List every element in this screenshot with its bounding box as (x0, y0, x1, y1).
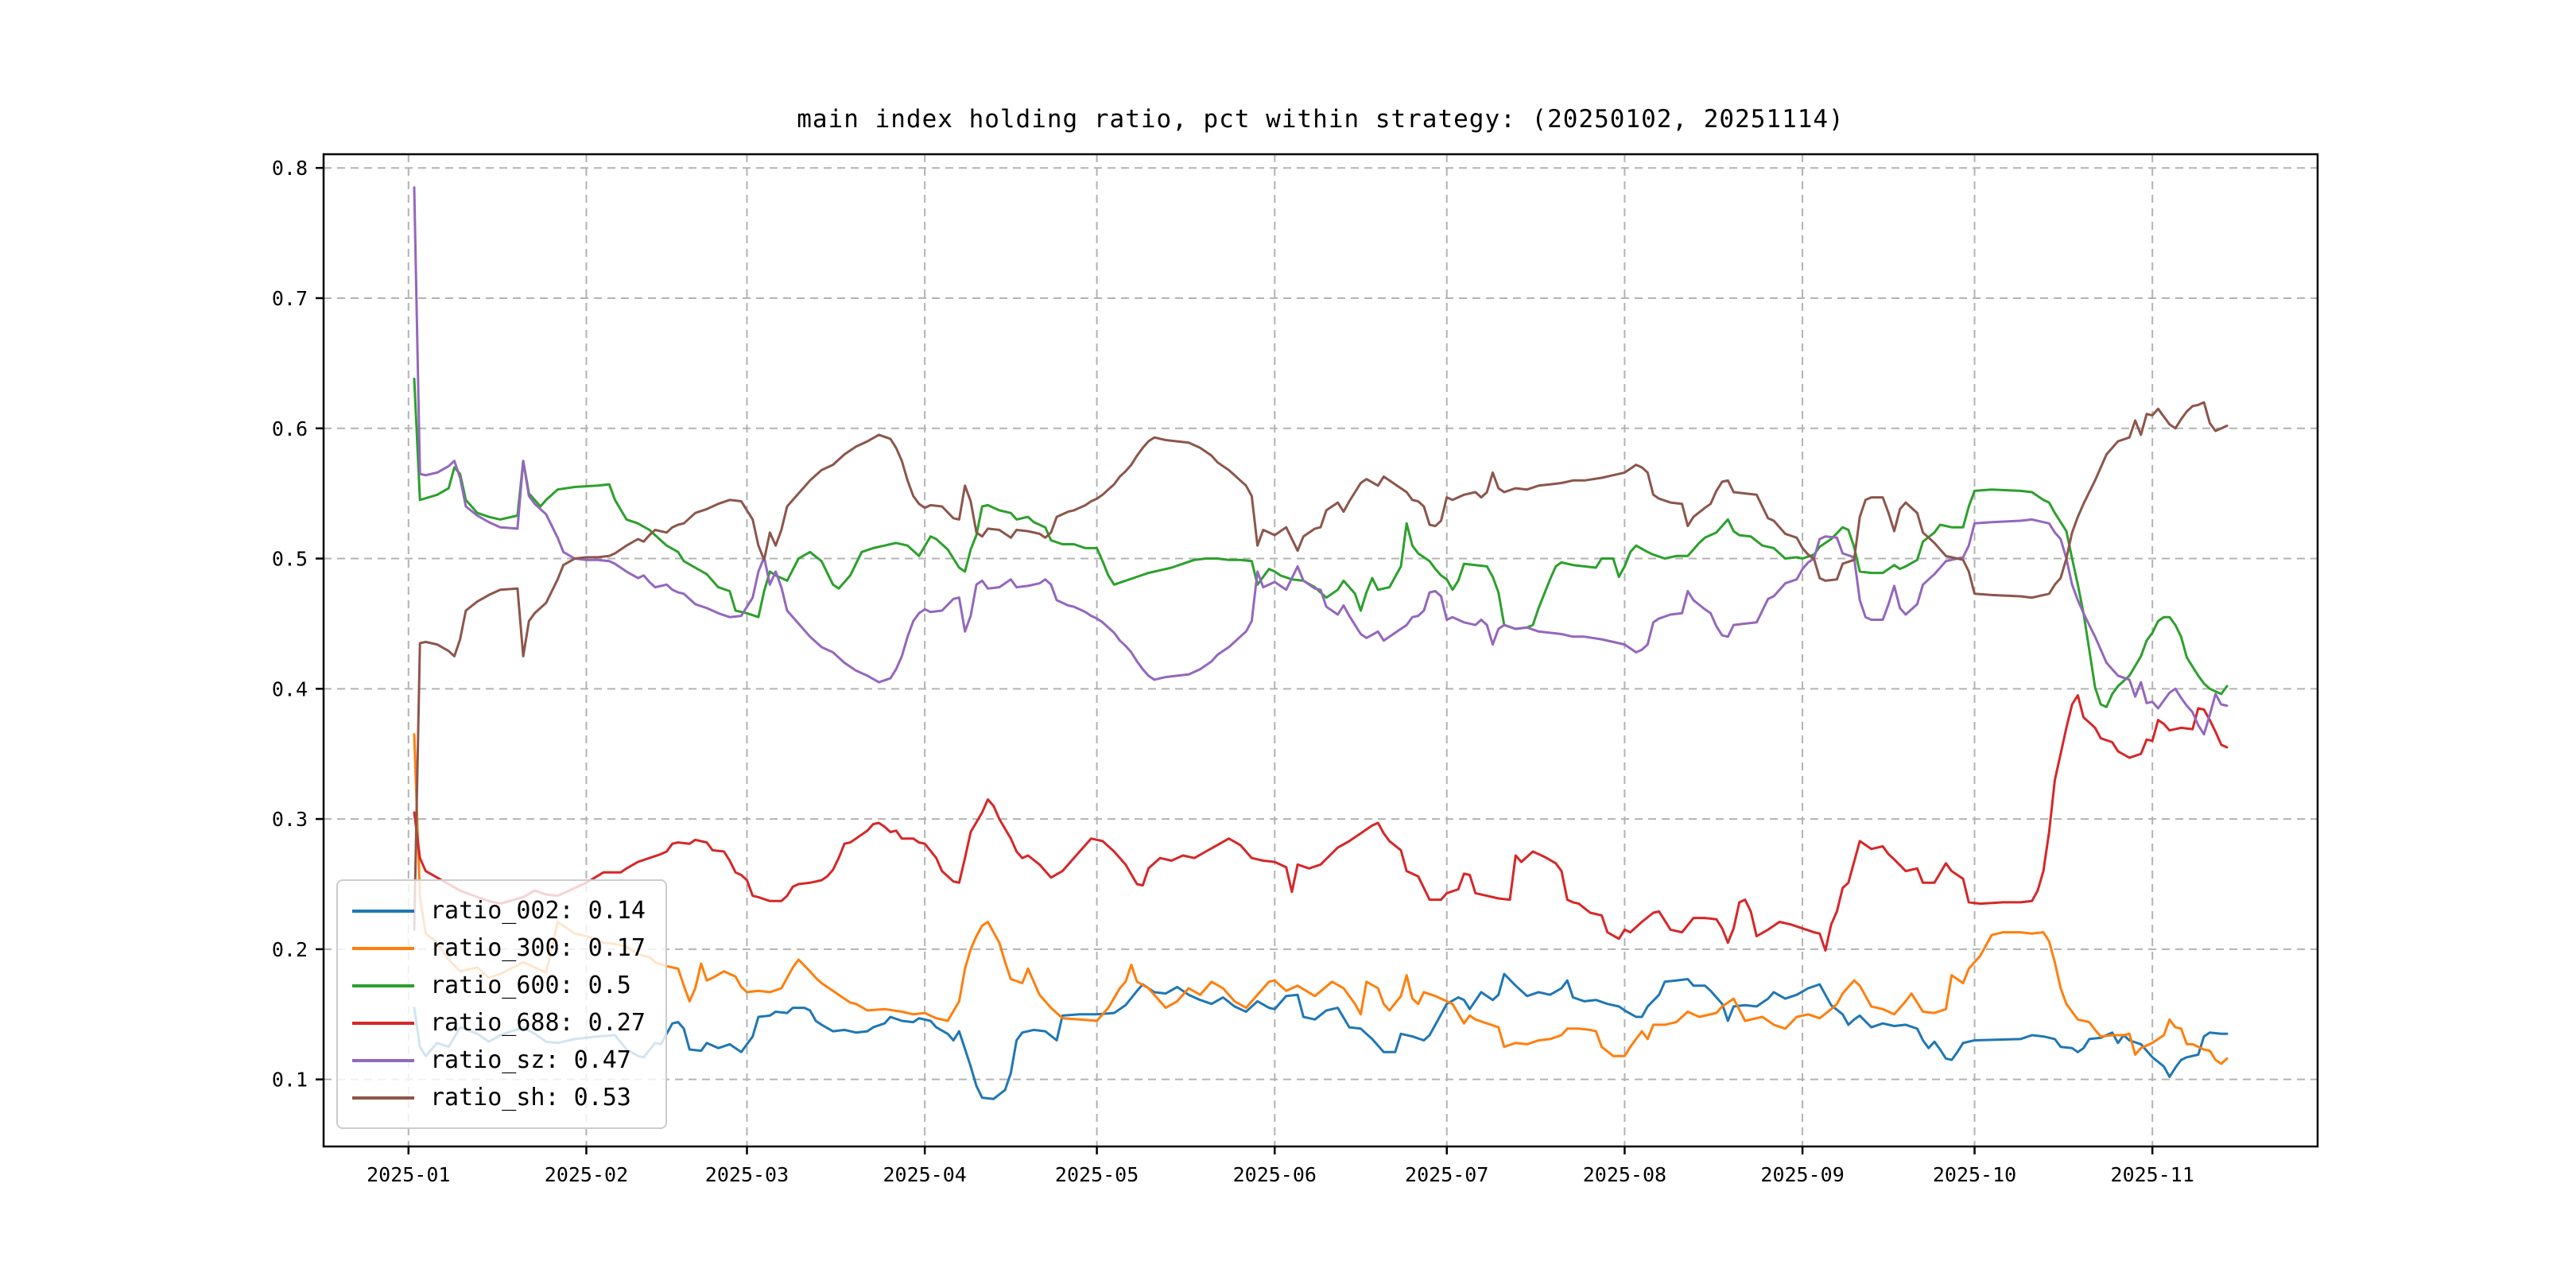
x-tick-label: 2025-02 (545, 1163, 628, 1186)
series-line-ratio_600 (413, 378, 2229, 708)
legend-swatch-ratio_002 (352, 909, 414, 913)
series-line-ratio_sh (413, 401, 2229, 931)
x-tick-label: 2025-11 (2111, 1163, 2194, 1186)
legend-swatch-ratio_sz (352, 1058, 414, 1062)
x-tick-label: 2025-01 (367, 1163, 450, 1186)
series-line-ratio_688 (413, 694, 2229, 952)
legend-label-ratio_sh: ratio_sh: 0.53 (430, 1084, 631, 1111)
y-tick-label: 0.4 (272, 677, 308, 700)
y-tick-label: 0.7 (272, 287, 308, 310)
legend-item-ratio_002: ratio_002: 0.14 (338, 892, 665, 929)
x-tick-label: 2025-05 (1055, 1163, 1139, 1186)
x-tick-label: 2025-08 (1583, 1163, 1666, 1186)
y-tick-label: 0.5 (272, 548, 308, 571)
legend-item-ratio_sh: ratio_sh: 0.53 (338, 1079, 665, 1116)
legend-swatch-ratio_sh (352, 1096, 414, 1100)
legend-item-ratio_300: ratio_300: 0.17 (338, 929, 665, 967)
x-tick-label: 2025-10 (1933, 1163, 2016, 1186)
y-tick-label: 0.3 (272, 808, 308, 831)
legend-item-ratio_sz: ratio_sz: 0.47 (338, 1042, 665, 1079)
x-tick-label: 2025-06 (1233, 1163, 1317, 1186)
x-tick-label: 2025-07 (1405, 1163, 1488, 1186)
x-tick-label: 2025-09 (1760, 1163, 1844, 1186)
legend-swatch-ratio_300 (352, 946, 414, 950)
legend-label-ratio_600: ratio_600: 0.5 (430, 972, 631, 999)
series-line-ratio_sz (413, 186, 2229, 736)
x-tick-label: 2025-03 (705, 1163, 789, 1186)
legend-item-ratio_688: ratio_688: 0.27 (338, 1004, 665, 1042)
series-line-ratio_002 (413, 972, 2229, 1100)
legend-label-ratio_300: ratio_300: 0.17 (430, 934, 646, 962)
series-line-ratio_300 (413, 733, 2229, 1065)
legend-swatch-ratio_688 (352, 1021, 414, 1025)
plot-border (322, 153, 2319, 1148)
y-tick-label: 0.6 (272, 417, 308, 440)
y-tick-label: 0.8 (272, 157, 308, 180)
y-tick-label: 0.2 (272, 938, 308, 961)
legend-label-ratio_sz: ratio_sz: 0.47 (430, 1046, 631, 1074)
legend: ratio_002: 0.14 ratio_300: 0.17 ratio_600:… (336, 879, 667, 1129)
legend-swatch-ratio_600 (352, 983, 414, 987)
y-tick-label: 0.1 (272, 1069, 308, 1092)
legend-item-ratio_600: ratio_600: 0.5 (338, 967, 665, 1004)
legend-label-ratio_002: ratio_002: 0.14 (430, 897, 646, 925)
chart-title: main index holding ratio, pct within str… (797, 105, 1845, 134)
legend-label-ratio_688: ratio_688: 0.27 (430, 1009, 646, 1037)
x-tick-label: 2025-04 (883, 1163, 966, 1186)
